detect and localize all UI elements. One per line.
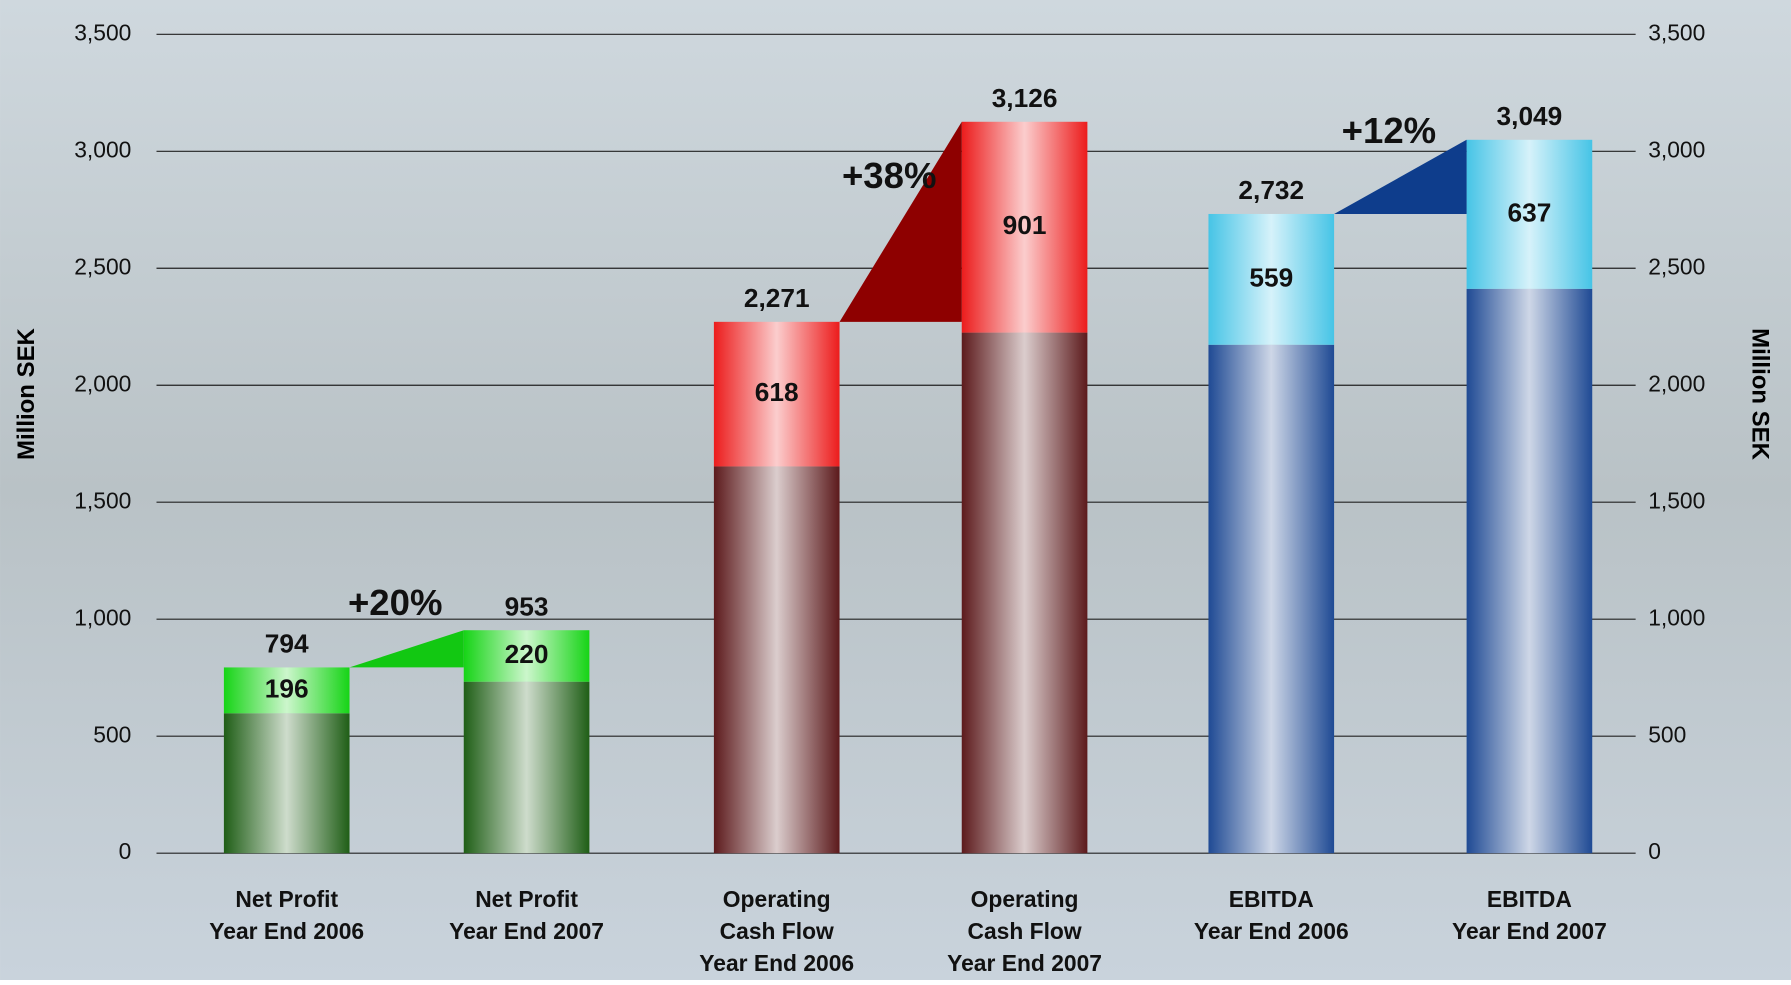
x-tick-line: Cash Flow	[967, 918, 1081, 944]
bar-segment	[223, 667, 350, 714]
x-tick-line: Year End 2007	[947, 950, 1102, 976]
growth-label: +12%	[1342, 110, 1437, 151]
bar-segment	[713, 321, 840, 467]
segment-label: 220	[505, 639, 549, 669]
x-tick-line: Net Profit	[475, 886, 578, 912]
growth-label: +38%	[842, 155, 937, 196]
y-tick-label: 2,500	[74, 253, 131, 279]
total-label: 3,049	[1497, 101, 1563, 131]
bar-segment	[1208, 344, 1335, 854]
x-tick-line: Year End 2006	[209, 918, 364, 944]
bar-segment	[463, 630, 590, 682]
x-tick-line: Year End 2007	[449, 918, 604, 944]
y2-tick-label: 3,500	[1648, 19, 1705, 45]
segment-label: 901	[1003, 210, 1047, 240]
y2-tick-label: 500	[1648, 721, 1686, 747]
growth-label: +20%	[348, 582, 443, 623]
x-tick-label: Net Profit Year End 2006	[209, 886, 364, 944]
segment-label: 196	[265, 673, 309, 703]
y2-axis-label: Million SEK	[1747, 328, 1774, 461]
x-tick-line: Operating	[723, 886, 831, 912]
x-tick-line: Year End 2006	[1194, 918, 1349, 944]
y-tick-label: 1,500	[74, 487, 131, 513]
x-tick-label: Operating Cash Flow Year End 2007	[947, 886, 1102, 976]
y2-tick-label: 1,500	[1648, 487, 1705, 513]
growth-wedge	[1334, 139, 1467, 214]
y-axis-label: Million SEK	[13, 327, 40, 460]
segment-label: 559	[1249, 262, 1293, 292]
total-label: 794	[265, 629, 309, 659]
segment-label: 618	[755, 377, 799, 407]
y2-tick-label: 3,000	[1648, 136, 1705, 162]
y2-tick-label: 2,000	[1648, 370, 1705, 396]
x-tick-label: EBITDA Year End 2007	[1452, 886, 1607, 944]
x-tick-line: Net Profit	[235, 886, 338, 912]
y-tick-label: 500	[93, 721, 131, 747]
x-tick-line: EBITDA	[1229, 886, 1314, 912]
x-tick-label: Operating Cash Flow Year End 2006	[699, 886, 854, 976]
bar-segment	[1208, 213, 1335, 345]
bar-segment	[1466, 139, 1593, 289]
segment-label: 637	[1508, 197, 1552, 227]
x-tick-line: EBITDA	[1487, 886, 1572, 912]
total-label: 2,271	[744, 283, 810, 313]
x-tick-label: Net Profit Year End 2007	[449, 886, 604, 944]
y-tick-label: 0	[119, 838, 132, 864]
x-tick-line: Year End 2007	[1452, 918, 1607, 944]
bar-segment	[1466, 288, 1593, 854]
bar-segment	[961, 332, 1088, 854]
y2-tick-label: 1,000	[1648, 604, 1705, 630]
x-tick-line: Operating	[971, 886, 1079, 912]
total-label: 953	[505, 591, 549, 621]
y-tick-label: 3,500	[74, 19, 131, 45]
y2-tick-label: 0	[1648, 838, 1661, 864]
y-tick-label: 3,000	[74, 136, 131, 162]
bar-segment	[463, 681, 590, 854]
y2-tick-label: 2,500	[1648, 253, 1705, 279]
x-tick-line: Year End 2006	[699, 950, 854, 976]
total-label: 2,732	[1238, 175, 1304, 205]
y-tick-label: 2,000	[74, 370, 131, 396]
x-tick-label: EBITDA Year End 2006	[1194, 886, 1349, 944]
x-tick-line: Cash Flow	[720, 918, 834, 944]
total-label: 3,126	[992, 83, 1058, 113]
y-tick-label: 1,000	[74, 604, 131, 630]
bar-segment	[961, 121, 1088, 333]
bar-segment	[223, 713, 350, 854]
bar-segment	[713, 466, 840, 854]
